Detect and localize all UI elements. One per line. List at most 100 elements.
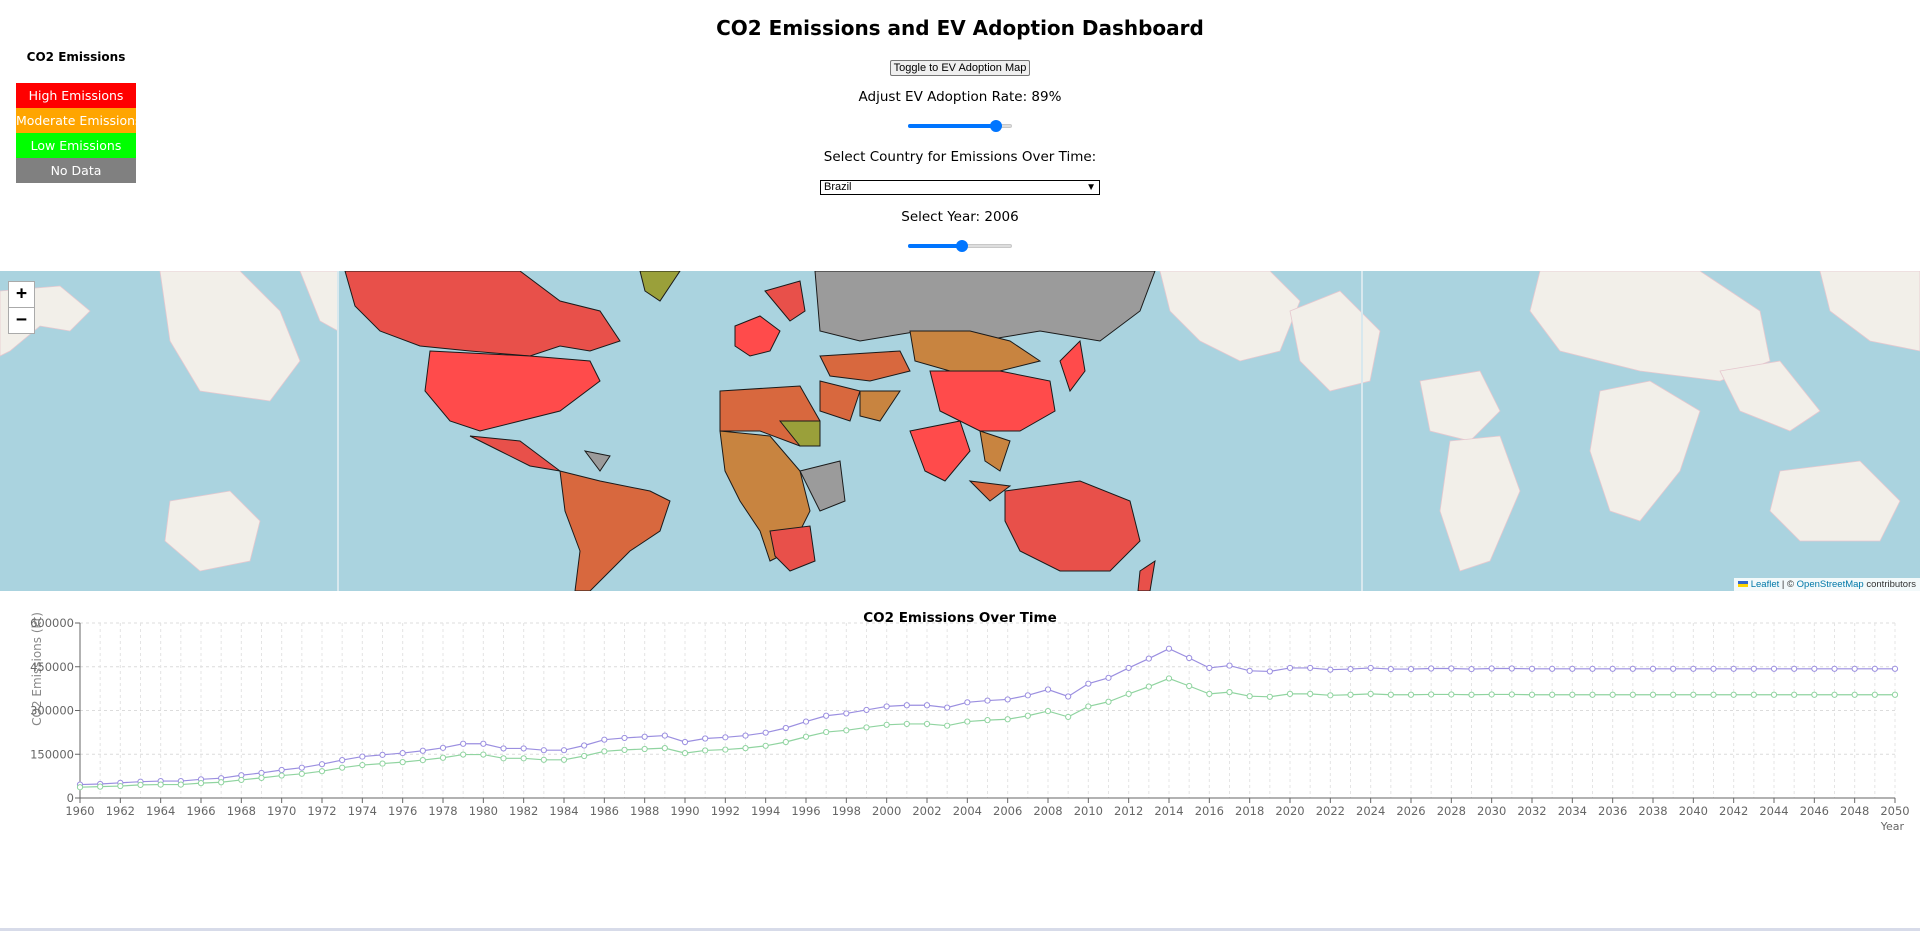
data-point xyxy=(1246,693,1253,700)
data-point xyxy=(944,704,951,711)
x-tick-label: 1968 xyxy=(227,804,256,818)
data-point xyxy=(1327,666,1334,673)
data-point xyxy=(621,746,628,753)
x-tick-label: 1996 xyxy=(791,804,820,818)
data-point xyxy=(1347,691,1354,698)
x-tick-label: 2044 xyxy=(1759,804,1788,818)
data-point xyxy=(903,702,910,709)
data-point xyxy=(762,742,769,749)
data-point xyxy=(1307,664,1314,672)
zoom-out-button[interactable]: − xyxy=(8,307,35,334)
data-point xyxy=(621,734,628,742)
year-label: Select Year: 2006 xyxy=(901,209,1019,225)
data-point xyxy=(702,735,709,742)
data-point xyxy=(339,764,346,771)
leaflet-link[interactable]: Leaflet xyxy=(1750,579,1780,590)
x-tick-label: 2024 xyxy=(1356,804,1385,818)
data-point xyxy=(1730,665,1737,672)
x-tick-label: 1988 xyxy=(630,804,659,818)
data-point xyxy=(439,744,447,751)
data-point xyxy=(359,753,366,760)
osm-link[interactable]: OpenStreetMap xyxy=(1796,579,1864,590)
x-tick-label: 2046 xyxy=(1800,804,1829,818)
data-point xyxy=(560,747,568,754)
chart-axes: 0 150000 300000 450000 600000 1960 1962 1964 196… xyxy=(30,616,1910,818)
legend-heading: CO2 Emissions xyxy=(26,50,126,64)
map-land-right xyxy=(1159,271,1920,572)
data-point xyxy=(1488,665,1495,672)
x-tick-label: 1990 xyxy=(670,804,699,818)
legend-item-low: Low Emissions xyxy=(16,133,136,158)
data-point xyxy=(560,756,568,763)
data-point xyxy=(1206,690,1213,697)
data-point xyxy=(1428,691,1435,698)
data-point xyxy=(742,745,749,752)
x-tick-label: 1986 xyxy=(590,804,619,818)
data-point xyxy=(1569,665,1576,672)
data-point xyxy=(1508,691,1515,698)
toggle-map-button[interactable]: Toggle to EV Adoption Map xyxy=(890,60,1030,76)
data-point xyxy=(964,699,971,706)
data-point xyxy=(802,718,810,725)
year-slider[interactable] xyxy=(908,238,1012,254)
x-tick-label: 1984 xyxy=(549,804,578,818)
x-tick-label: 1978 xyxy=(428,804,457,818)
data-point xyxy=(923,702,931,709)
x-tick-label: 1976 xyxy=(388,804,417,818)
chart-grid xyxy=(79,622,1896,799)
data-point xyxy=(540,756,547,763)
data-point xyxy=(1770,665,1778,672)
data-point xyxy=(1629,665,1636,672)
x-tick-label: 2048 xyxy=(1840,804,1869,818)
emissions-legend: CO2 Emissions High Emissions Moderate Em… xyxy=(16,48,142,183)
data-point xyxy=(1024,712,1031,719)
attribution-separator: | © xyxy=(1779,579,1797,590)
data-point xyxy=(1589,691,1596,698)
ev-rate-slider[interactable] xyxy=(908,118,1012,134)
data-point xyxy=(399,749,406,757)
data-point xyxy=(1367,664,1374,672)
data-point xyxy=(238,776,245,784)
data-point xyxy=(964,718,971,725)
x-tick-label: 2030 xyxy=(1477,804,1506,818)
data-point xyxy=(1811,691,1818,698)
country-select-label: Select Country for Emissions Over Time: xyxy=(823,149,1097,165)
data-point xyxy=(1871,691,1878,698)
data-point xyxy=(1730,691,1737,698)
data-point xyxy=(762,729,769,736)
data-point xyxy=(1851,665,1858,672)
country-select-value: Brazil xyxy=(824,181,852,193)
x-tick-label: 1964 xyxy=(146,804,175,818)
slider-thumb[interactable] xyxy=(989,120,1002,132)
country-select[interactable]: Brazil ▼ xyxy=(820,180,1100,195)
x-tick-label: 1994 xyxy=(751,804,780,818)
data-point xyxy=(782,724,789,732)
ev-rate-label: Adjust EV Adoption Rate: 89% xyxy=(858,89,1062,105)
legend-item-no-data: No Data xyxy=(16,158,136,183)
y-tick-label: 600000 xyxy=(30,616,74,630)
data-point xyxy=(984,717,991,724)
zoom-in-button[interactable]: + xyxy=(8,281,35,308)
data-point xyxy=(298,770,305,777)
data-point xyxy=(520,745,527,752)
y-tick-label: 300000 xyxy=(30,704,74,718)
data-point xyxy=(258,774,265,781)
data-point xyxy=(379,751,386,758)
data-point xyxy=(1206,664,1213,672)
chevron-down-icon: ▼ xyxy=(1086,182,1096,193)
data-point xyxy=(1065,693,1072,700)
data-point xyxy=(661,732,668,739)
data-point xyxy=(1528,665,1536,672)
data-point xyxy=(1145,655,1152,662)
world-map[interactable]: + − Leaflet | © OpenStreetMap contributo… xyxy=(0,271,1920,591)
data-point xyxy=(1347,665,1354,673)
data-point xyxy=(218,779,225,786)
x-tick-label: 2004 xyxy=(953,804,982,818)
data-point xyxy=(581,742,588,749)
y-tick-label: 0 xyxy=(67,791,74,805)
slider-thumb[interactable] xyxy=(955,240,968,252)
x-tick-label: 1982 xyxy=(509,804,538,818)
data-point xyxy=(177,781,184,788)
data-point xyxy=(1044,686,1052,693)
data-point xyxy=(379,760,386,767)
